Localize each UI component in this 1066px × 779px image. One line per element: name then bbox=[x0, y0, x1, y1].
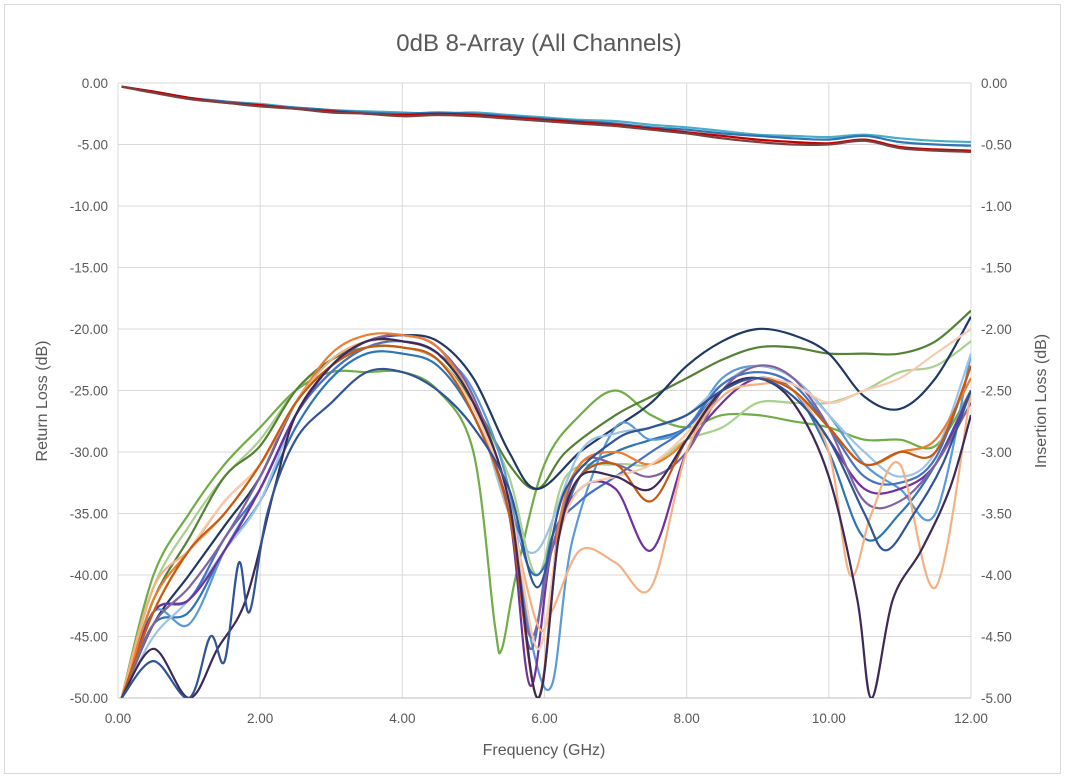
x-tick-label: 12.00 bbox=[954, 711, 988, 726]
x-tick-label: 6.00 bbox=[531, 711, 557, 726]
insertion-loss-series-line bbox=[121, 85, 971, 152]
y2-axis-title: Insertion Loss (dB) bbox=[1033, 334, 1050, 468]
y2-tick-label: -5.00 bbox=[981, 691, 1012, 706]
y2-tick-label: -2.50 bbox=[981, 384, 1012, 399]
return-loss-series-line bbox=[120, 338, 971, 698]
y2-tick-label: -3.50 bbox=[981, 507, 1012, 522]
chart-svg: 0.00 0.00 -5.00 -0.50 -10.00 -1.00 -15.00 -1.50… bbox=[34, 30, 1050, 759]
return-loss-series-line bbox=[120, 369, 971, 698]
y2-tick-label: -4.00 bbox=[981, 568, 1012, 583]
x-tick-label: 4.00 bbox=[389, 711, 415, 726]
y-tick-label: -40.00 bbox=[70, 568, 108, 583]
series-layer bbox=[120, 85, 971, 698]
y2-tick-label: 0.00 bbox=[981, 76, 1007, 91]
y2-tick-label: -4.50 bbox=[981, 630, 1012, 645]
return-loss-series-line bbox=[120, 337, 971, 698]
y-tick-label: -15.00 bbox=[70, 261, 108, 276]
x-tick-label: 8.00 bbox=[674, 711, 700, 726]
y-tick-label: -25.00 bbox=[70, 384, 108, 399]
y-axis-title: Return Loss (dB) bbox=[34, 341, 51, 462]
insertion-loss-series-line bbox=[121, 85, 971, 147]
x-tick-label: 0.00 bbox=[105, 711, 131, 726]
return-loss-series-line bbox=[120, 367, 971, 698]
y-tick-label: -35.00 bbox=[70, 507, 108, 522]
y-tick-label: -20.00 bbox=[70, 322, 108, 337]
chart-frame: 0.00 0.00 -5.00 -0.50 -10.00 -1.00 -15.00 -1.50… bbox=[4, 4, 1061, 774]
y2-tick-label: -1.50 bbox=[981, 261, 1012, 276]
y-tick-label: 0.00 bbox=[82, 76, 108, 91]
insertion-loss-series-line bbox=[121, 85, 971, 144]
return-loss-series-line bbox=[120, 333, 971, 698]
return-loss-series-line bbox=[120, 332, 971, 698]
y2-tick-label: -1.00 bbox=[981, 199, 1012, 214]
y-tick-label: -45.00 bbox=[70, 630, 108, 645]
y2-tick-label: -0.50 bbox=[981, 138, 1012, 153]
y2-tick-label: -2.00 bbox=[981, 322, 1012, 337]
x-tick-label: 10.00 bbox=[812, 711, 846, 726]
y-tick-label: -10.00 bbox=[70, 199, 108, 214]
y-tick-label: -30.00 bbox=[70, 445, 108, 460]
y-tick-label: -5.00 bbox=[77, 138, 108, 153]
x-tick-label: 2.00 bbox=[247, 711, 273, 726]
tick-labels: 0.00 0.00 -5.00 -0.50 -10.00 -1.00 -15.00 -1.50… bbox=[70, 76, 1012, 726]
x-axis-title: Frequency (GHz) bbox=[483, 742, 606, 759]
y-tick-label: -50.00 bbox=[70, 691, 108, 706]
chart-title: 0dB 8-Array (All Channels) bbox=[396, 30, 681, 57]
y2-tick-label: -3.00 bbox=[981, 445, 1012, 460]
insertion-loss-series-line bbox=[121, 85, 971, 153]
